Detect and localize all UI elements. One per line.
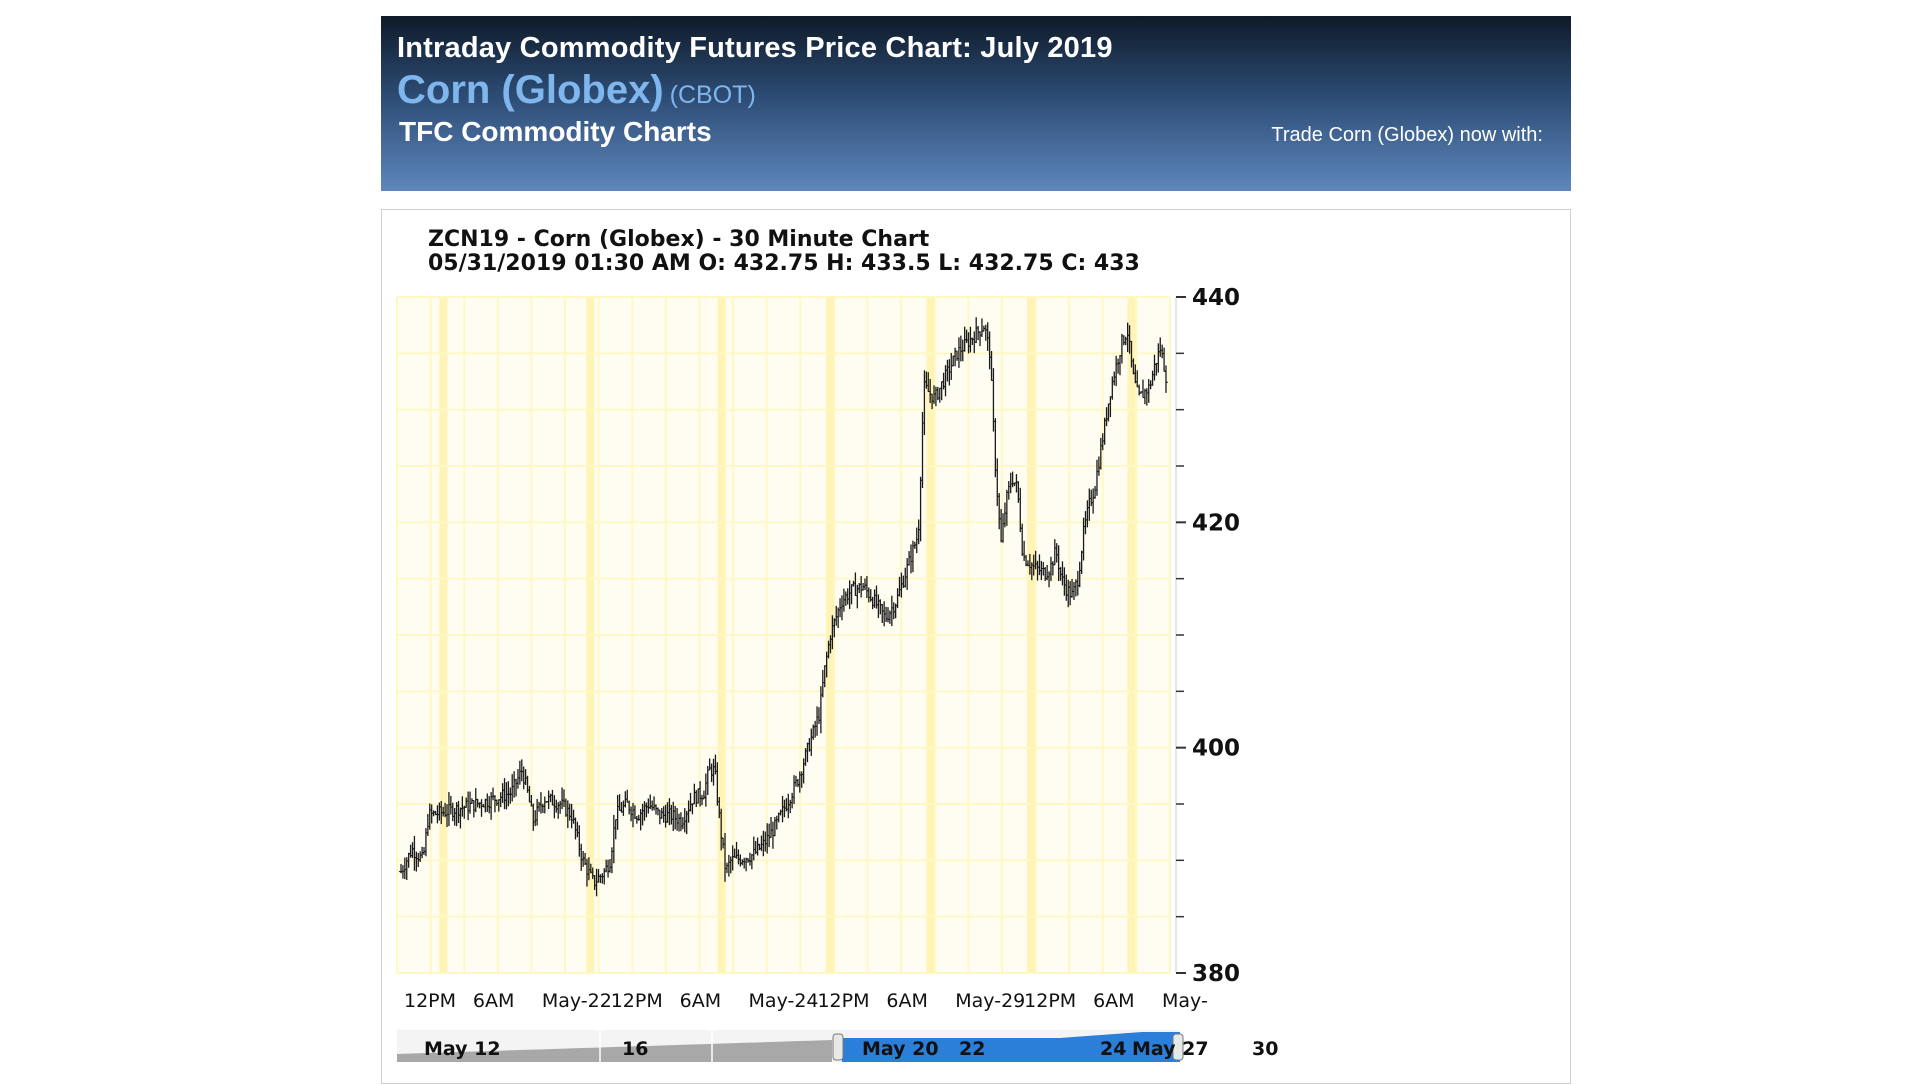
chart-panel: ZCN19 - Corn (Globex) - 30 Minute Chart … xyxy=(381,209,1571,1084)
commodity-name[interactable]: Corn (Globex) (CBOT) xyxy=(397,68,756,113)
chart-header-banner: Intraday Commodity Futures Price Chart: … xyxy=(381,16,1571,191)
navigator-handle[interactable] xyxy=(1172,1033,1184,1061)
navigator-label: May 27 xyxy=(1132,1038,1209,1060)
ohlc-readout: 05/31/2019 01:30 AM O: 432.75 H: 433.5 L… xyxy=(428,251,1140,276)
navigator-selected-peak xyxy=(842,1032,1180,1040)
commodity-name-text[interactable]: Corn (Globex) xyxy=(397,68,664,112)
x-tick-label: May-24 xyxy=(749,990,819,1012)
navigator-history-area xyxy=(397,1040,832,1062)
x-tick-label: 12PM xyxy=(611,990,663,1012)
brand-name: TFC Commodity Charts xyxy=(399,116,712,147)
y-tick-label: 440 xyxy=(1192,285,1240,311)
x-tick-label: May-22 xyxy=(542,990,612,1012)
x-tick-label: 12PM xyxy=(404,990,456,1012)
x-tick-label: 6AM xyxy=(886,990,927,1012)
navigator-selected-range xyxy=(842,1038,1180,1062)
x-tick-label: 6AM xyxy=(473,990,514,1012)
x-tick-label: May- xyxy=(1162,990,1208,1012)
x-tick-label: May-29 xyxy=(955,990,1025,1012)
x-tick-label: 12PM xyxy=(817,990,869,1012)
x-tick-label: 12PM xyxy=(1024,990,1076,1012)
x-tick-label: 6AM xyxy=(680,990,721,1012)
trade-now-text: Trade Corn (Globex) now with: xyxy=(1271,124,1543,146)
navigator-handle[interactable] xyxy=(832,1033,844,1061)
navigator-label: 16 xyxy=(622,1038,648,1060)
navigator-label: 22 xyxy=(959,1038,985,1060)
chart-title: ZCN19 - Corn (Globex) - 30 Minute Chart xyxy=(428,227,930,252)
navigator-label: May 12 xyxy=(424,1038,501,1060)
navigator-label: May 20 xyxy=(862,1038,939,1060)
page-title: Intraday Commodity Futures Price Chart: … xyxy=(397,32,1113,64)
y-tick-label: 420 xyxy=(1192,510,1240,536)
y-tick-label: 380 xyxy=(1192,961,1240,987)
y-tick-label: 400 xyxy=(1192,736,1240,762)
navigator-label: 30 xyxy=(1252,1038,1278,1060)
exchange-label: (CBOT) xyxy=(669,81,756,109)
x-tick-label: 6AM xyxy=(1093,990,1134,1012)
navigator-label: 24 xyxy=(1100,1038,1126,1060)
